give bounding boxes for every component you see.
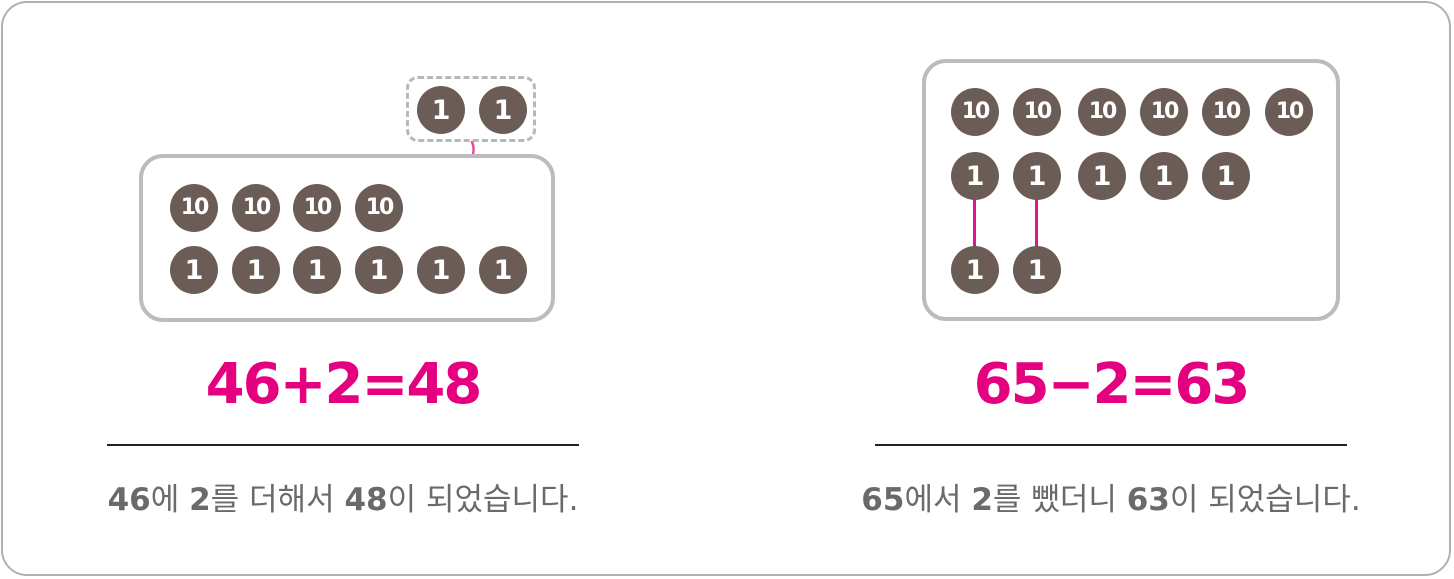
one-coin: 1 bbox=[1140, 152, 1188, 200]
one-coin: 1 bbox=[355, 246, 403, 294]
one-coin: 1 bbox=[417, 246, 465, 294]
one-coin: 1 bbox=[479, 246, 527, 294]
coin-box-left bbox=[139, 154, 555, 322]
ten-coin: 10 bbox=[1265, 88, 1313, 136]
one-coin: 1 bbox=[1013, 152, 1061, 200]
ten-coin: 10 bbox=[170, 184, 218, 232]
equation-left: 46+2=48 bbox=[205, 352, 483, 417]
ten-coin: 10 bbox=[355, 184, 403, 232]
cross-out-line bbox=[1035, 176, 1038, 270]
ten-coin: 10 bbox=[951, 88, 999, 136]
one-coin: 1 bbox=[951, 152, 999, 200]
one-coin: 1 bbox=[293, 246, 341, 294]
equation-right: 65−2=63 bbox=[973, 352, 1251, 417]
removed-coin: 1 bbox=[951, 246, 999, 294]
ten-coin: 10 bbox=[293, 184, 341, 232]
one-coin: 1 bbox=[1078, 152, 1126, 200]
added-coin: 1 bbox=[479, 86, 527, 134]
description-right: 65에서 2를 뺐더니 63이 되었습니다. bbox=[861, 482, 1361, 518]
ten-coin: 10 bbox=[1202, 88, 1250, 136]
added-coins-group bbox=[406, 76, 536, 142]
ten-coin: 10 bbox=[1078, 88, 1126, 136]
added-coin: 1 bbox=[417, 86, 465, 134]
ten-coin: 10 bbox=[232, 184, 280, 232]
one-coin: 1 bbox=[232, 246, 280, 294]
cross-out-line bbox=[973, 176, 976, 270]
one-coin: 1 bbox=[1202, 152, 1250, 200]
removed-coin: 1 bbox=[1013, 246, 1061, 294]
divider-right bbox=[875, 444, 1347, 446]
one-coin: 1 bbox=[170, 246, 218, 294]
ten-coin: 10 bbox=[1013, 88, 1061, 136]
description-left: 46에 2를 더해서 48이 되었습니다. bbox=[107, 482, 579, 518]
ten-coin: 10 bbox=[1140, 88, 1188, 136]
divider-left bbox=[107, 444, 579, 446]
